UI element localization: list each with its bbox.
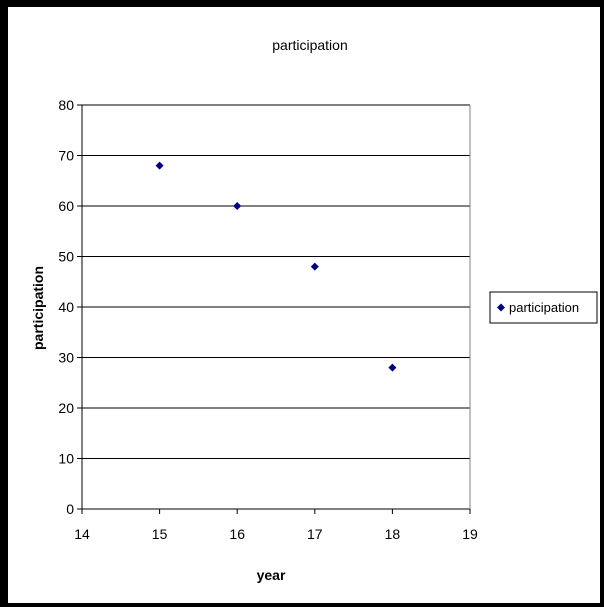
y-tick-label-10: 10 — [58, 451, 74, 467]
x-tick-label-19: 19 — [462, 526, 478, 542]
x-tick-label-16: 16 — [229, 526, 245, 542]
legend-box — [489, 291, 598, 324]
y-tick-labels: 0 10 20 30 40 50 60 70 80 — [58, 97, 74, 517]
axes — [77, 104, 471, 514]
x-tick-label-15: 15 — [152, 526, 168, 542]
data-point-15 — [155, 161, 164, 170]
y-tick-label-60: 60 — [58, 198, 74, 214]
legend-label-participation: participation — [509, 300, 579, 315]
data-point-18 — [388, 363, 397, 372]
y-tick-label-20: 20 — [58, 400, 74, 416]
x-tick-label-18: 18 — [385, 526, 401, 542]
y-tick-label-50: 50 — [58, 249, 74, 265]
data-point-16 — [233, 202, 242, 210]
gridlines — [82, 104, 470, 459]
chart-title: participation — [272, 37, 348, 53]
x-tick-label-17: 17 — [307, 526, 323, 542]
data-points — [155, 161, 397, 372]
y-tick-label-30: 30 — [58, 350, 74, 366]
x-tick-labels: 14 15 16 17 18 19 — [74, 526, 478, 542]
x-tick-label-14: 14 — [74, 526, 90, 542]
y-tick-label-40: 40 — [58, 299, 74, 315]
data-point-17 — [310, 262, 319, 271]
y-tick-label-70: 70 — [58, 148, 74, 164]
y-tick-label-80: 80 — [58, 97, 74, 113]
y-tick-label-0: 0 — [66, 501, 74, 517]
legend-marker-participation — [497, 303, 505, 312]
x-axis-title: year — [257, 567, 286, 583]
legend: participation — [489, 291, 598, 324]
y-axis-title: participation — [30, 266, 46, 350]
